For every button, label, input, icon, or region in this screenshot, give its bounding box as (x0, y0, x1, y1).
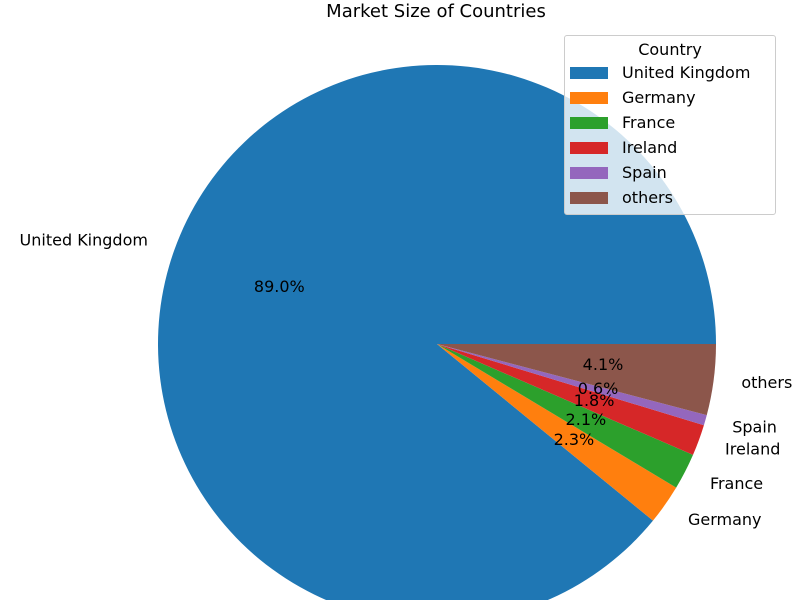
legend-label-france: France (622, 113, 676, 132)
legend-item-spain: Spain (565, 160, 775, 185)
legend-swatch-united-kingdom (570, 66, 608, 79)
pie-slice-spain (437, 344, 707, 426)
pie-slice-ireland (437, 344, 704, 455)
legend-label-ireland: Ireland (622, 138, 678, 157)
legend: Country United Kingdom Germany France Irela… (564, 35, 776, 215)
slice-labels: United Kingdom Germany France Ireland Spain o… (20, 230, 793, 529)
legend-item-france: France (565, 110, 775, 135)
pie-slice-others (437, 344, 716, 416)
percent-label-france: 2.1% (566, 410, 607, 429)
slice-label-germany: Germany (688, 510, 762, 529)
legend-items: United Kingdom Germany France Ireland Spain o… (565, 60, 775, 210)
slice-label-ireland: Ireland (725, 439, 780, 458)
legend-label-spain: Spain (622, 163, 667, 182)
legend-label-united-kingdom: United Kingdom (622, 63, 751, 82)
legend-item-ireland: Ireland (565, 135, 775, 160)
legend-label-germany: Germany (622, 88, 696, 107)
legend-swatch-spain (570, 166, 608, 179)
legend-swatch-germany (570, 91, 608, 104)
pie-slice-france (437, 344, 694, 488)
legend-swatch-france (570, 116, 608, 129)
pie-slice-germany (437, 344, 677, 521)
legend-label-others: others (622, 188, 673, 207)
percent-label-ireland: 1.8% (574, 391, 615, 410)
slice-label-spain: Spain (732, 417, 777, 436)
slice-label-united-kingdom: United Kingdom (20, 230, 148, 249)
slice-label-france: France (710, 474, 763, 493)
percent-label-germany: 2.3% (554, 430, 595, 449)
percent-labels: 89.0% 2.3%2.1%1.8%0.6% 4.1% (254, 277, 623, 449)
legend-item-united-kingdom: United Kingdom (565, 60, 775, 85)
percent-label-others: 4.1% (583, 355, 624, 374)
legend-item-germany: Germany (565, 85, 775, 110)
slice-label-others: others (741, 373, 792, 392)
legend-title: Country (638, 40, 702, 59)
percent-label-spain: 0.6% (578, 379, 619, 398)
legend-item-others: others (565, 185, 775, 210)
chart-title: Market Size of Countries (326, 1, 546, 22)
legend-swatch-others (570, 191, 608, 204)
percent-label-united-kingdom: 89.0% (254, 277, 305, 296)
legend-swatch-ireland (570, 141, 608, 154)
